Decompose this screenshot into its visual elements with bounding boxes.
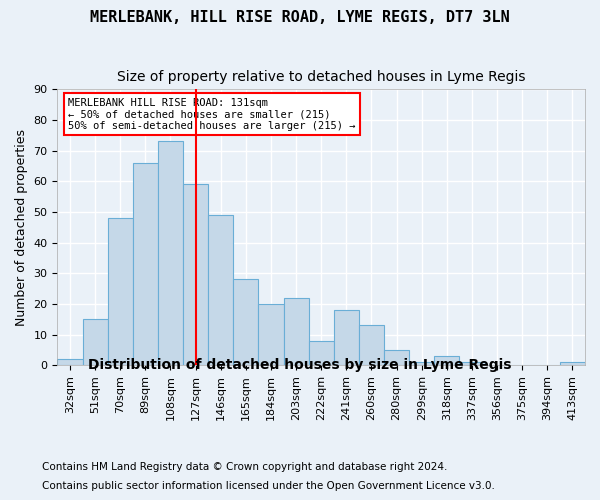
Bar bbox=[133, 163, 158, 365]
Bar bbox=[83, 319, 107, 365]
Bar bbox=[359, 326, 384, 365]
Bar bbox=[560, 362, 585, 365]
Y-axis label: Number of detached properties: Number of detached properties bbox=[15, 128, 28, 326]
Bar bbox=[409, 362, 434, 365]
Bar bbox=[284, 298, 308, 365]
Bar bbox=[384, 350, 409, 365]
Title: Size of property relative to detached houses in Lyme Regis: Size of property relative to detached ho… bbox=[117, 70, 526, 84]
Bar bbox=[158, 142, 183, 365]
Text: Contains public sector information licensed under the Open Government Licence v3: Contains public sector information licen… bbox=[42, 481, 495, 491]
Bar bbox=[208, 215, 233, 365]
Bar bbox=[334, 310, 359, 365]
Text: MERLEBANK HILL RISE ROAD: 131sqm
← 50% of detached houses are smaller (215)
50% : MERLEBANK HILL RISE ROAD: 131sqm ← 50% o… bbox=[68, 98, 355, 131]
Bar bbox=[308, 340, 334, 365]
Bar bbox=[58, 359, 83, 365]
Bar bbox=[434, 356, 460, 365]
Bar bbox=[259, 304, 284, 365]
Bar bbox=[183, 184, 208, 365]
Bar bbox=[233, 280, 259, 365]
Bar bbox=[107, 218, 133, 365]
Bar bbox=[460, 362, 485, 365]
Text: Contains HM Land Registry data © Crown copyright and database right 2024.: Contains HM Land Registry data © Crown c… bbox=[42, 462, 448, 472]
Text: Distribution of detached houses by size in Lyme Regis: Distribution of detached houses by size … bbox=[88, 358, 512, 372]
Text: MERLEBANK, HILL RISE ROAD, LYME REGIS, DT7 3LN: MERLEBANK, HILL RISE ROAD, LYME REGIS, D… bbox=[90, 10, 510, 25]
